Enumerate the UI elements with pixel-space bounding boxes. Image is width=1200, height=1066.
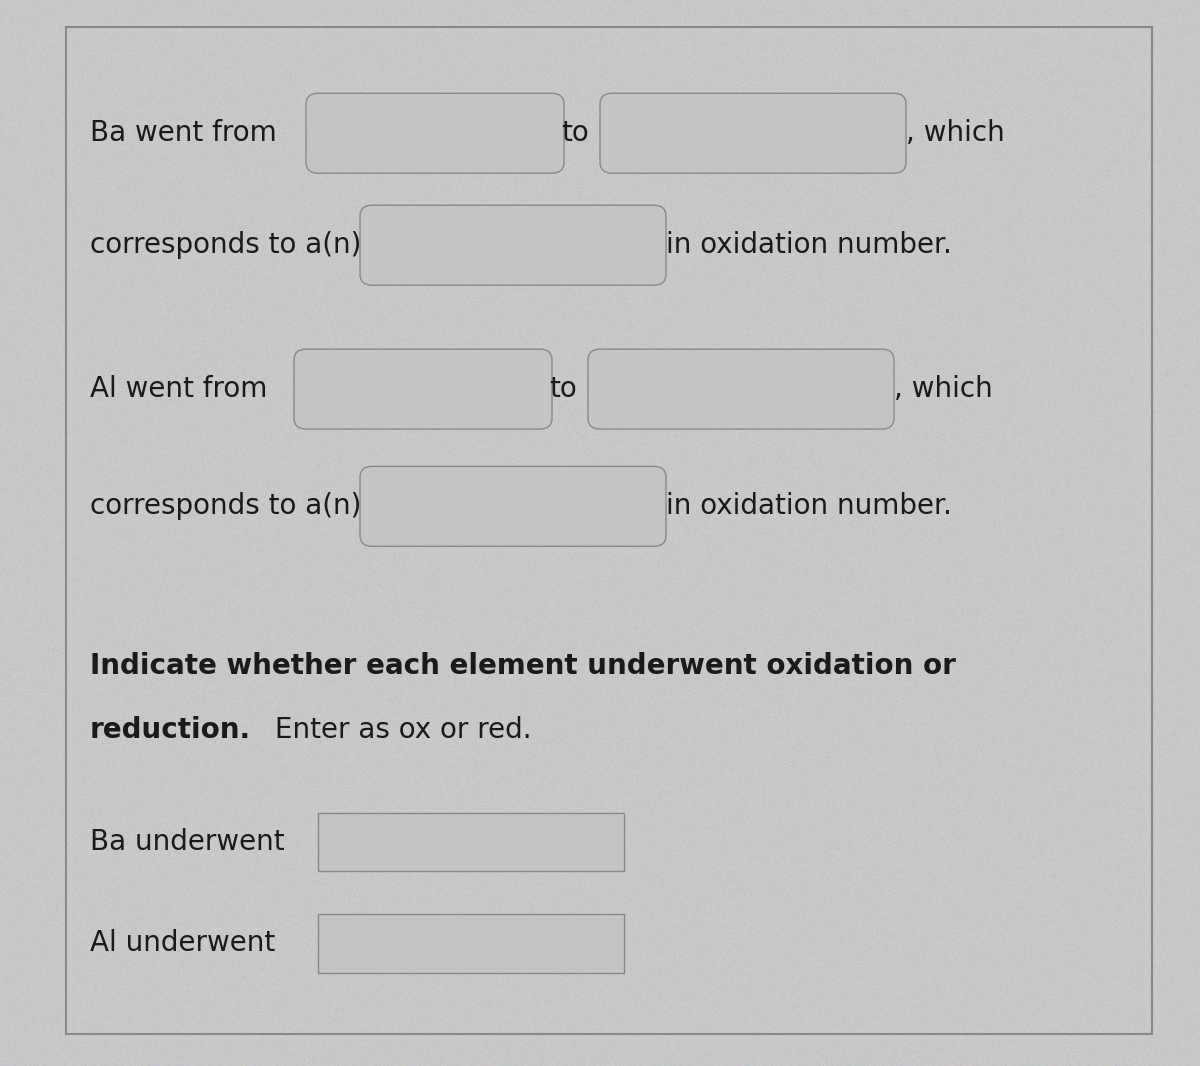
Text: Indicate whether each element underwent oxidation or: Indicate whether each element underwent … <box>90 652 956 680</box>
Text: corresponds to a(n): corresponds to a(n) <box>90 492 361 520</box>
Text: to: to <box>562 119 589 147</box>
Text: in oxidation number.: in oxidation number. <box>666 492 952 520</box>
FancyBboxPatch shape <box>588 350 894 429</box>
Text: Enter as ox or red.: Enter as ox or red. <box>266 716 532 744</box>
Text: corresponds to a(n): corresponds to a(n) <box>90 231 361 259</box>
FancyBboxPatch shape <box>306 94 564 173</box>
Text: Ba underwent: Ba underwent <box>90 828 284 856</box>
Text: in oxidation number.: in oxidation number. <box>666 231 952 259</box>
Text: , which: , which <box>906 119 1004 147</box>
Text: , which: , which <box>894 375 992 403</box>
FancyBboxPatch shape <box>294 350 552 429</box>
Text: Al underwent: Al underwent <box>90 930 275 957</box>
Text: reduction.: reduction. <box>90 716 251 744</box>
FancyBboxPatch shape <box>360 467 666 547</box>
FancyBboxPatch shape <box>600 94 906 173</box>
FancyBboxPatch shape <box>318 812 624 872</box>
Text: Ba went from: Ba went from <box>90 119 277 147</box>
Text: to: to <box>550 375 577 403</box>
Text: Al went from: Al went from <box>90 375 268 403</box>
FancyBboxPatch shape <box>360 205 666 285</box>
FancyBboxPatch shape <box>318 914 624 972</box>
